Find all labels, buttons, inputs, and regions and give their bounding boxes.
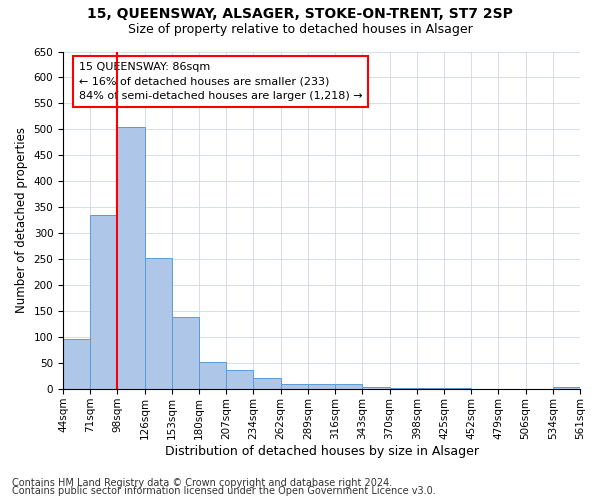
Y-axis label: Number of detached properties: Number of detached properties bbox=[15, 128, 28, 314]
Bar bbox=[226, 370, 253, 389]
Bar bbox=[199, 362, 226, 389]
Text: Contains public sector information licensed under the Open Government Licence v3: Contains public sector information licen… bbox=[12, 486, 436, 496]
Bar bbox=[362, 386, 389, 389]
Bar bbox=[90, 215, 118, 389]
Bar bbox=[253, 378, 281, 389]
Bar bbox=[145, 258, 172, 389]
Bar bbox=[417, 388, 444, 389]
Bar bbox=[499, 388, 526, 389]
Bar bbox=[389, 388, 417, 389]
Bar bbox=[553, 386, 580, 389]
Text: 15, QUEENSWAY, ALSAGER, STOKE-ON-TRENT, ST7 2SP: 15, QUEENSWAY, ALSAGER, STOKE-ON-TRENT, … bbox=[87, 8, 513, 22]
Bar bbox=[118, 127, 145, 389]
Bar bbox=[281, 384, 308, 389]
Text: Contains HM Land Registry data © Crown copyright and database right 2024.: Contains HM Land Registry data © Crown c… bbox=[12, 478, 392, 488]
Bar bbox=[308, 384, 335, 389]
Bar bbox=[526, 388, 553, 389]
Bar bbox=[444, 388, 471, 389]
X-axis label: Distribution of detached houses by size in Alsager: Distribution of detached houses by size … bbox=[164, 444, 479, 458]
Bar bbox=[335, 384, 362, 389]
Bar bbox=[471, 388, 499, 389]
Bar bbox=[172, 318, 199, 389]
Text: 15 QUEENSWAY: 86sqm
← 16% of detached houses are smaller (233)
84% of semi-detac: 15 QUEENSWAY: 86sqm ← 16% of detached ho… bbox=[79, 62, 362, 101]
Text: Size of property relative to detached houses in Alsager: Size of property relative to detached ho… bbox=[128, 22, 472, 36]
Bar bbox=[63, 340, 90, 389]
